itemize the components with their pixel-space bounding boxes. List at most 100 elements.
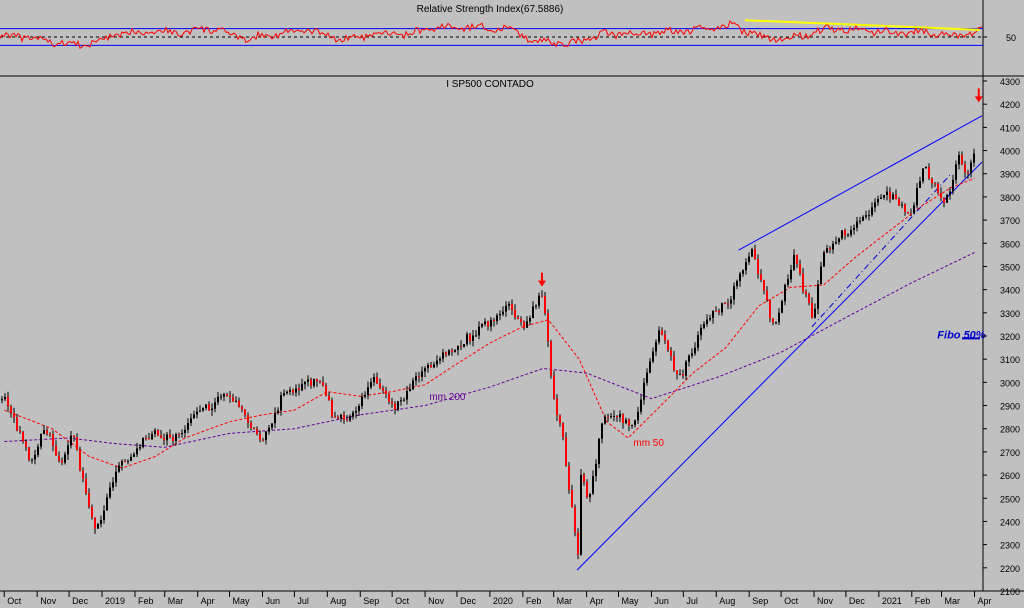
candle-body	[268, 427, 270, 432]
candle-body	[610, 416, 612, 418]
candle-body	[970, 162, 972, 174]
candle-body	[247, 415, 249, 423]
xtick-label: Nov	[428, 596, 445, 606]
candle-body	[166, 434, 168, 441]
candle-body	[160, 435, 162, 438]
price-ytick-label: 2700	[1000, 448, 1020, 458]
xtick-label: Apr	[201, 596, 215, 606]
candle-body	[313, 379, 315, 386]
candle-body	[949, 191, 951, 195]
candle-body	[559, 415, 561, 423]
candle-body	[622, 414, 624, 424]
candle-body	[775, 322, 777, 324]
candle-body	[271, 423, 273, 428]
candle-body	[838, 238, 840, 243]
candle-body	[625, 419, 627, 423]
candle-body	[871, 207, 873, 216]
candle-body	[676, 370, 678, 375]
candle-body	[40, 434, 42, 447]
candle-body	[328, 395, 330, 401]
xtick-label: Aug	[330, 596, 346, 606]
candle-body	[769, 299, 771, 319]
candle-body	[139, 447, 141, 449]
xtick-label: 2021	[882, 596, 902, 606]
candle-body	[904, 204, 906, 212]
price-ytick-label: 3600	[1000, 239, 1020, 249]
candle-body	[76, 437, 78, 450]
candle-body	[454, 349, 456, 352]
candle-body	[742, 270, 744, 274]
xtick-label: Jul	[686, 596, 698, 606]
candle-body	[781, 301, 783, 313]
candle-body	[394, 403, 396, 410]
candle-body	[229, 395, 231, 398]
candle-body	[352, 412, 354, 417]
candle-body	[766, 290, 768, 300]
candle-body	[184, 429, 186, 433]
rsi-trendline	[744, 19, 980, 31]
candle-body	[148, 438, 150, 440]
candle-body	[868, 215, 870, 217]
candle-body	[721, 303, 723, 313]
candle-body	[901, 204, 903, 206]
candle-body	[397, 401, 399, 410]
candle-body	[319, 381, 321, 383]
candle-body	[253, 428, 255, 430]
candle-body	[595, 463, 597, 477]
candle-body	[796, 254, 798, 265]
candle-body	[937, 183, 939, 193]
candle-body	[28, 447, 30, 460]
candle-body	[193, 414, 195, 419]
candle-body	[724, 303, 726, 305]
xtick-label: Apr	[977, 596, 991, 606]
candle-body	[424, 368, 426, 372]
candle-body	[373, 377, 375, 383]
candle-body	[862, 216, 864, 221]
candle-body	[289, 389, 291, 392]
candle-body	[787, 279, 789, 285]
candle-body	[106, 497, 108, 511]
price-ytick-label: 3400	[1000, 286, 1020, 296]
candle-body	[664, 334, 666, 341]
candle-body	[88, 493, 90, 508]
candle-body	[235, 400, 237, 402]
candle-body	[361, 396, 363, 407]
candle-body	[463, 344, 465, 347]
price-ytick-label: 4200	[1000, 100, 1020, 110]
candle-body	[673, 356, 675, 371]
candle-body	[127, 460, 129, 462]
candle-body	[256, 428, 258, 434]
price-ytick-label: 2100	[1000, 587, 1020, 597]
peak-arrow-0	[537, 272, 546, 287]
candle-body	[442, 352, 444, 359]
candle-body	[475, 335, 477, 337]
candle-body	[22, 431, 24, 442]
candle-body	[709, 318, 711, 320]
candle-body	[190, 418, 192, 423]
candle-body	[751, 249, 753, 257]
candle-body	[829, 248, 831, 250]
candle-body	[808, 294, 810, 303]
candle-body	[31, 459, 33, 461]
xtick-label: Aug	[719, 596, 735, 606]
candle-body	[715, 310, 717, 312]
candle-body	[853, 227, 855, 230]
xtick-label: Feb	[526, 596, 542, 606]
candle-body	[649, 361, 651, 373]
candle-body	[967, 172, 969, 174]
rsi-title: Relative Strength Index(67.5886)	[417, 4, 564, 15]
candle-body	[316, 379, 318, 382]
candle-body	[115, 471, 117, 483]
candle-body	[7, 396, 9, 407]
candle-body	[856, 221, 858, 228]
candle-body	[628, 419, 630, 426]
candle-body	[19, 430, 21, 432]
candle-body	[205, 404, 207, 408]
price-ytick-label: 2900	[1000, 402, 1020, 412]
candle-body	[388, 394, 390, 402]
candle-body	[889, 191, 891, 199]
candle-body	[778, 312, 780, 323]
candle-body	[391, 401, 393, 404]
candle-body	[121, 461, 123, 466]
candle-body	[760, 274, 762, 280]
